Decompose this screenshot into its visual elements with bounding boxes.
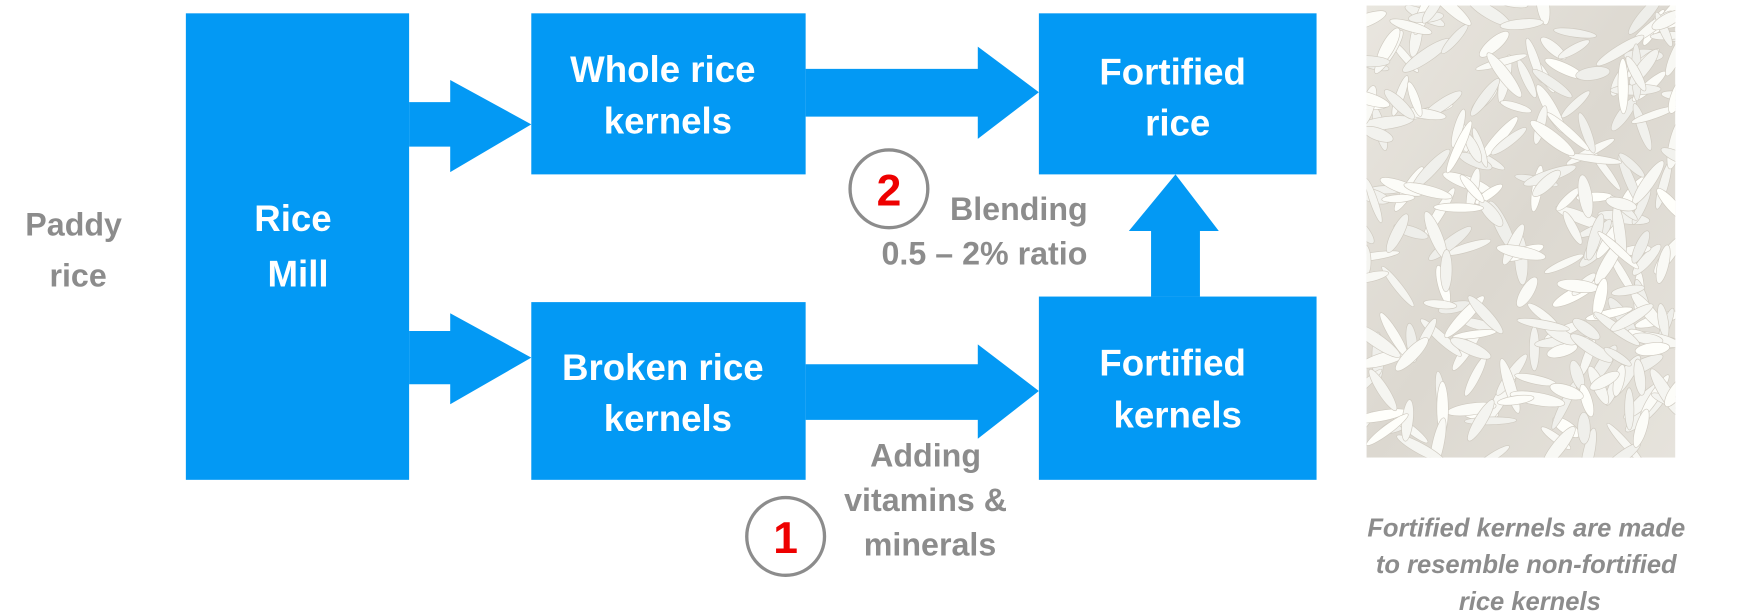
- diagram: Paddy rice Rice Mill Whole rice kernels …: [0, 0, 1739, 612]
- caption-line: rice kernels: [1459, 588, 1601, 612]
- fortified-kernels-box: [1039, 297, 1317, 480]
- arrow: [409, 313, 531, 404]
- input-label: Paddy rice: [25, 206, 131, 293]
- rice-grain: [1676, 234, 1687, 269]
- step-label: Blending 0.5 – 2% ratio: [882, 191, 1097, 271]
- step-number: 1: [773, 514, 798, 563]
- rice-grain: [1577, 412, 1590, 444]
- node-line: Fortified: [1099, 342, 1246, 383]
- caption: Fortified kernels are made to resemble n…: [1367, 514, 1692, 612]
- node-line: kernels: [604, 398, 732, 439]
- step-line: minerals: [864, 526, 996, 562]
- input-line: rice: [49, 258, 106, 294]
- node-line: Whole rice: [570, 49, 755, 90]
- step-line: Blending: [950, 191, 1088, 227]
- node-line: Mill: [268, 254, 329, 295]
- arrow: [806, 47, 1039, 139]
- input-line: Paddy: [25, 206, 122, 242]
- fortified-rice-box: [1039, 13, 1317, 174]
- arrow: [1129, 174, 1219, 296]
- node-line: kernels: [1114, 395, 1242, 436]
- arrow: [806, 344, 1039, 438]
- rice-grain: [1625, 388, 1635, 430]
- step-line: 0.5 – 2% ratio: [882, 235, 1088, 271]
- node-line: Broken rice: [562, 347, 764, 388]
- node-line: Fortified: [1099, 51, 1246, 92]
- node-line: rice: [1145, 103, 1210, 144]
- whole-rice-box: [531, 13, 805, 174]
- rice-photo: [1338, 0, 1703, 482]
- caption-line: to resemble non-fortified: [1376, 551, 1678, 579]
- page: {"input": {"label": ["Paddy", "rice"]}, …: [0, 0, 1739, 612]
- rice-grain: [1529, 326, 1539, 371]
- step-label: Adding vitamins & minerals: [844, 437, 1016, 562]
- step-line: vitamins &: [844, 482, 1007, 518]
- broken-rice-box: [531, 302, 805, 480]
- step-number: 2: [877, 166, 902, 215]
- node-line: Rice: [254, 198, 331, 239]
- step-line: Adding: [870, 437, 981, 473]
- node-line: kernels: [604, 100, 732, 141]
- caption-line: Fortified kernels are made: [1367, 514, 1685, 542]
- rice-mill-box: [186, 13, 409, 479]
- arrow: [409, 80, 531, 172]
